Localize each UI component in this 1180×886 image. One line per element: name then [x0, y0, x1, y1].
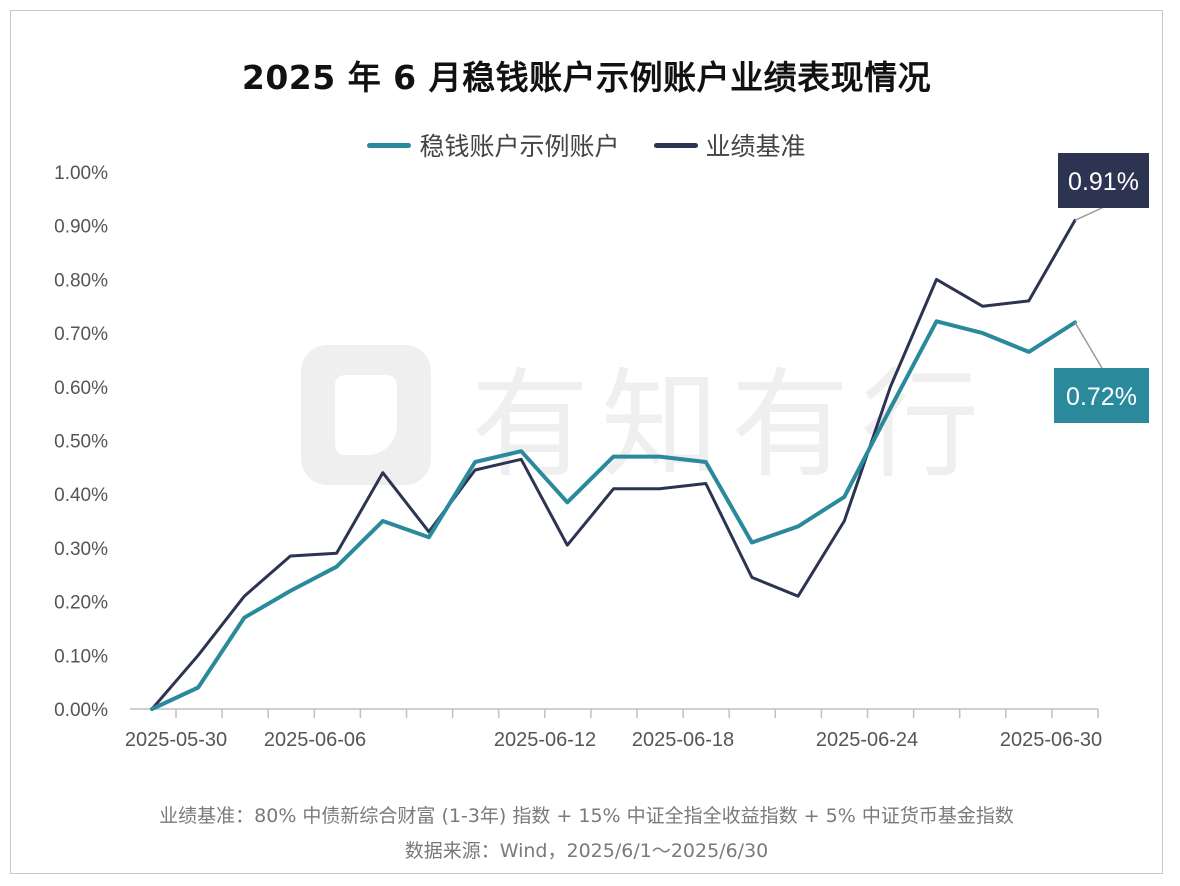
y-tick-label: 0.60%: [54, 378, 108, 399]
chart-notes: 业绩基准：80% 中债新综合财富 (1-3年) 指数 + 15% 中证全指全收益…: [11, 799, 1162, 869]
end-label-connector-account: [1074, 321, 1103, 369]
x-tick-label: 2025-05-30: [125, 729, 227, 751]
legend-swatch-account: [367, 142, 412, 148]
benchmark-note: 业绩基准：80% 中债新综合财富 (1-3年) 指数 + 15% 中证全指全收益…: [159, 805, 1014, 827]
legend-label-benchmark: 业绩基准: [705, 132, 806, 161]
x-tick-label: 2025-06-12: [494, 729, 596, 751]
watermark: 有知有行: [301, 329, 991, 500]
chart-title: 2025 年 6 月稳钱账户示例账户业绩表现情况: [241, 58, 932, 97]
x-tick-label: 2025-06-18: [632, 729, 734, 751]
x-tick-label: 2025-06-24: [816, 729, 918, 751]
y-tick-label: 0.50%: [54, 432, 108, 453]
legend-item-benchmark: 业绩基准: [653, 127, 806, 163]
y-tick-label: 0.90%: [54, 217, 108, 238]
end-label-box-benchmark: [1058, 153, 1149, 208]
y-tick-label: 0.70%: [54, 324, 108, 345]
x-tick-label: 2025-06-06: [264, 729, 366, 751]
y-tick-label: 0.20%: [54, 593, 108, 614]
legend-swatch-benchmark: [653, 142, 698, 148]
y-tick-label: 0.80%: [54, 270, 108, 291]
x-tick-label: 2025-06-30: [1000, 729, 1102, 751]
series-line-benchmark: [150, 218, 1077, 711]
y-tick-label: 0.00%: [54, 700, 108, 721]
y-tick-label: 0.30%: [54, 539, 108, 560]
end-label-box-account: [1054, 368, 1149, 423]
y-tick-label: 0.10%: [54, 646, 108, 667]
legend-item-account: 稳钱账户示例账户: [367, 127, 620, 163]
y-tick-label: 0.40%: [54, 485, 108, 506]
end-label-account: 0.72%: [1066, 383, 1137, 411]
source-note: 数据来源：Wind，2025/6/1～2025/6/30: [404, 840, 769, 862]
chart-frame: 2025 年 6 月稳钱账户示例账户业绩表现情况 稳钱账户示例账户 业绩基准 有…: [10, 10, 1163, 874]
legend-label-account: 稳钱账户示例账户: [419, 132, 620, 161]
watermark-logo-icon: [301, 344, 431, 485]
y-tick-label: 1.00%: [54, 163, 108, 184]
series-line-account: [150, 319, 1077, 711]
end-label-benchmark: 0.91%: [1068, 168, 1139, 196]
chart-legend: 稳钱账户示例账户 业绩基准: [11, 127, 1162, 163]
end-label-connector-benchmark: [1074, 206, 1105, 222]
